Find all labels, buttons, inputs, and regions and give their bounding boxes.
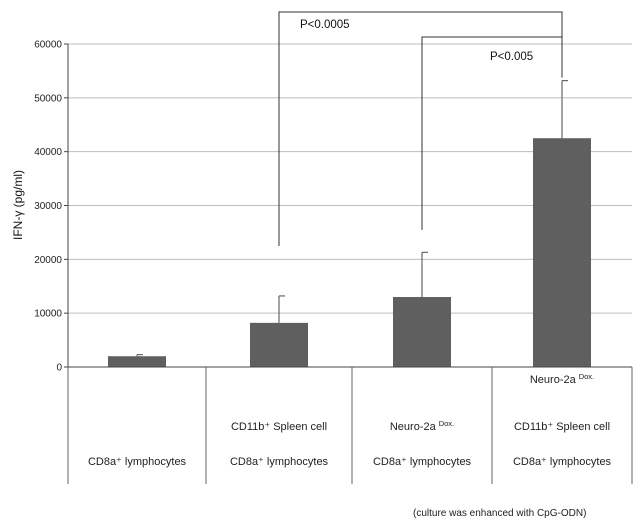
footnote: (culture was enhanced with CpG-ODN) [413,508,587,519]
y-tick-label: 10000 [34,309,62,320]
bars [108,80,591,367]
y-tick-label: 60000 [34,40,62,51]
y-axis-label: IFN-γ (pg/ml) [11,170,25,240]
y-tick-label: 0 [56,363,62,374]
bar [108,356,166,367]
significance-bracket [421,36,563,230]
significance-label: P<0.0005 [300,19,350,31]
category-label: Neuro-2a Dox. [390,419,454,433]
bar [393,297,451,367]
y-tick-label: 20000 [34,255,62,266]
y-tick-label: 50000 [34,93,62,104]
significance-label: P<0.005 [490,51,533,63]
category-label: CD11b⁺ Spleen cell [231,421,327,433]
y-tick-label: 40000 [34,147,62,158]
category-label: CD11b⁺ Spleen cell [514,421,610,433]
category-label: CD8a⁺ lymphocytes [88,456,187,468]
category-label: Neuro-2a Dox. [530,372,594,386]
bar [250,322,308,367]
significance-brackets: P<0.0005 P<0.005 [278,11,563,246]
y-axis: 0 10000 20000 30000 40000 50000 60000 [34,40,69,374]
category-label: CD8a⁺ lymphocytes [230,456,329,468]
significance-bracket [278,11,563,246]
y-tick-label: 30000 [34,201,62,212]
category-table: CD8a⁺ lymphocytes CD11b⁺ Spleen cell CD8a⁺… [67,366,633,484]
category-label: CD8a⁺ lymphocytes [373,456,472,468]
category-label: CD8a⁺ lymphocytes [513,456,612,468]
bar [533,138,591,367]
